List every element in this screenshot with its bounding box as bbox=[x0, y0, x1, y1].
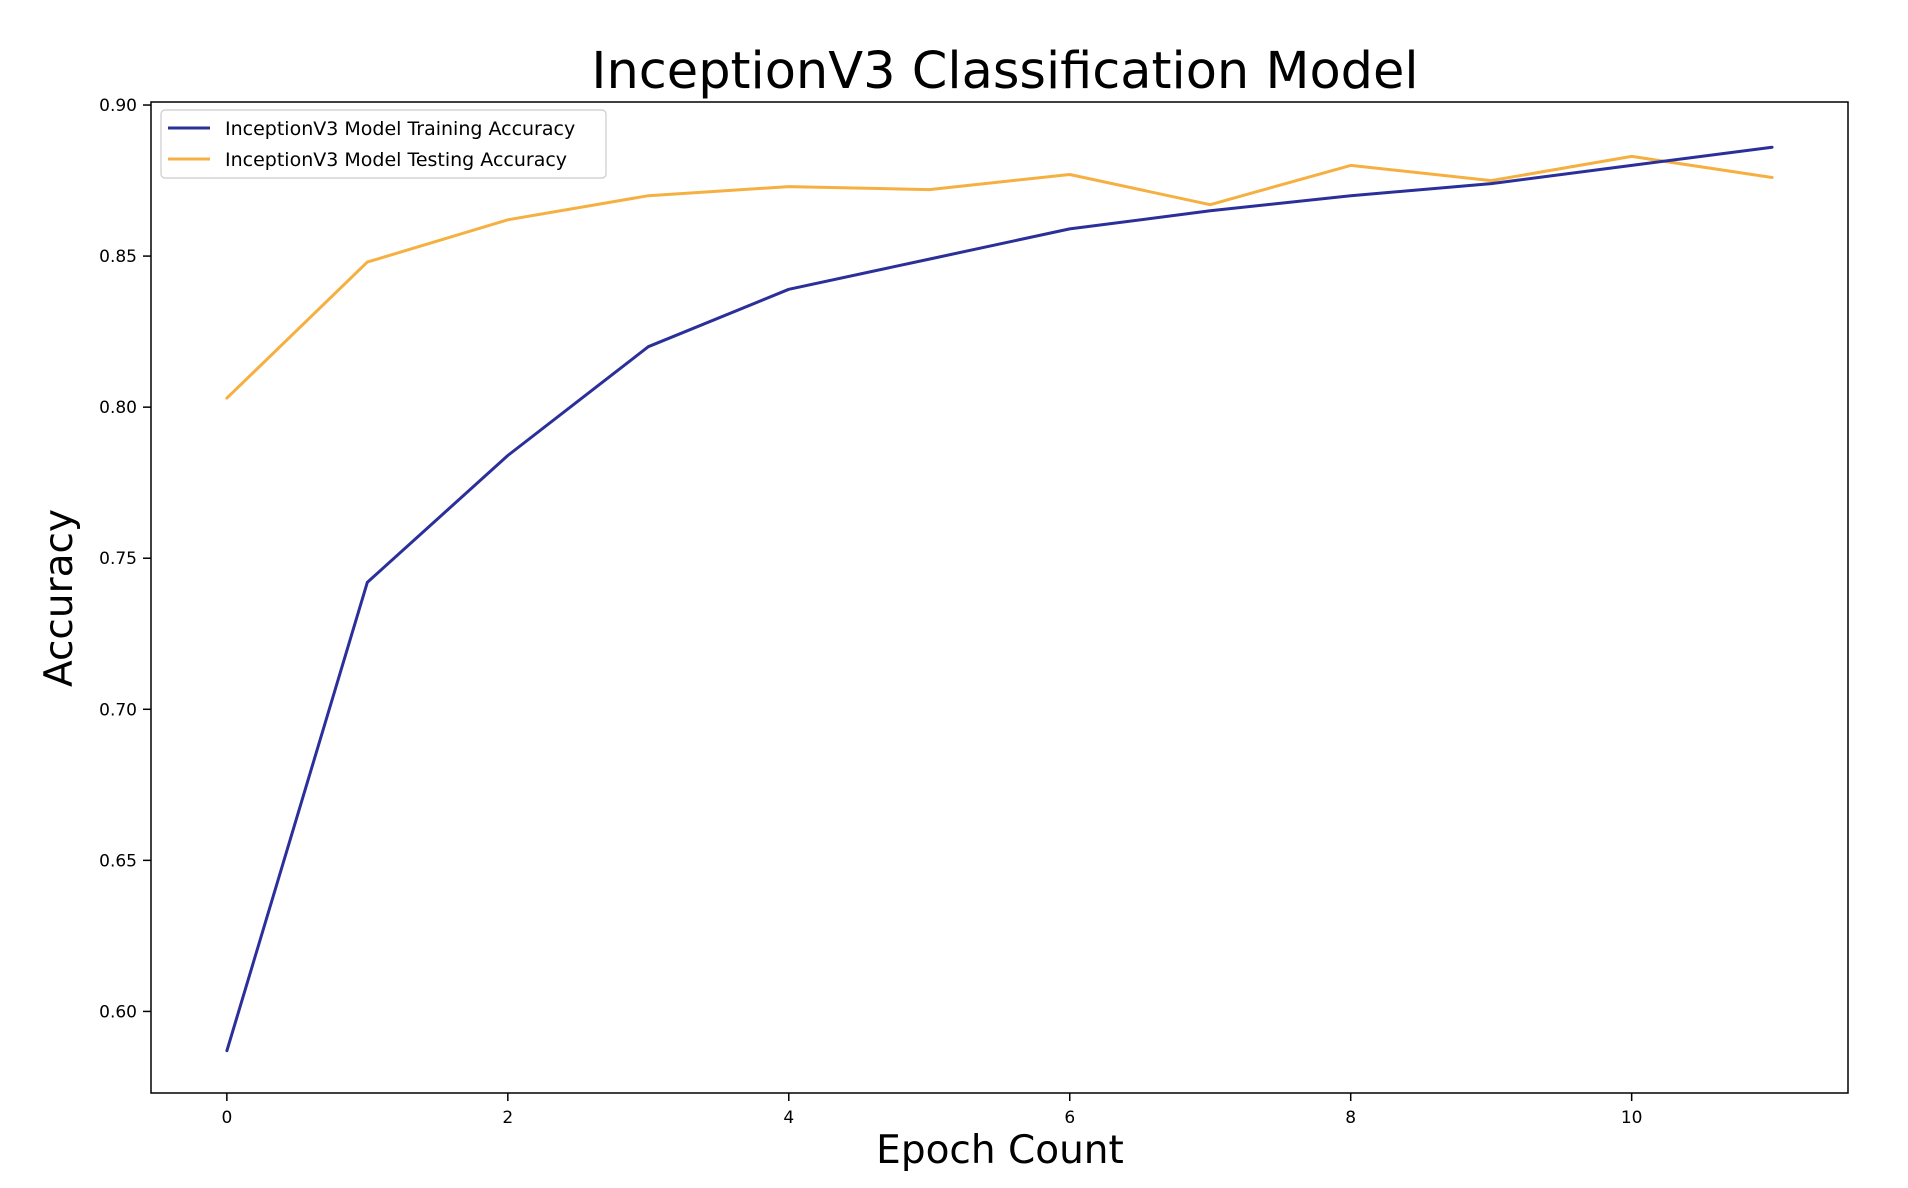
y-tick-label: 0.75 bbox=[99, 549, 137, 569]
training-accuracy-line bbox=[225, 145, 1774, 1053]
legend: InceptionV3 Model Training Accuracy Incep… bbox=[160, 109, 607, 179]
plot-frame bbox=[150, 101, 1849, 1094]
testing-accuracy-line bbox=[225, 154, 1774, 400]
series-layer bbox=[225, 145, 1774, 1053]
y-tick-label: 0.60 bbox=[99, 1002, 137, 1022]
chart-title: InceptionV3 Classification Model bbox=[591, 42, 1418, 101]
legend-training-label: InceptionV3 Model Training Accuracy bbox=[225, 118, 575, 140]
legend-testing-label: InceptionV3 Model Testing Accuracy bbox=[225, 149, 567, 171]
y-tick-label: 0.80 bbox=[99, 398, 137, 418]
x-tick-label: 6 bbox=[1064, 1108, 1075, 1128]
y-tick-label: 0.85 bbox=[99, 247, 137, 267]
legend-box bbox=[160, 109, 607, 179]
x-tick-label: 8 bbox=[1345, 1108, 1356, 1128]
x-axis-ticks: 0 2 4 6 8 10 bbox=[221, 1093, 1642, 1128]
x-tick-label: 0 bbox=[221, 1108, 232, 1128]
y-tick-label: 0.90 bbox=[99, 96, 137, 116]
y-axis-label: Accuracy bbox=[37, 509, 82, 687]
x-axis-label: Epoch Count bbox=[876, 1128, 1124, 1173]
y-tick-label: 0.70 bbox=[99, 700, 137, 720]
y-tick-label: 0.65 bbox=[99, 851, 137, 871]
y-axis-ticks: 0.60 0.65 0.70 0.75 0.80 0.85 0.90 bbox=[99, 96, 151, 1022]
x-tick-label: 10 bbox=[1621, 1108, 1643, 1128]
x-tick-label: 4 bbox=[783, 1108, 794, 1128]
x-tick-label: 2 bbox=[502, 1108, 513, 1128]
